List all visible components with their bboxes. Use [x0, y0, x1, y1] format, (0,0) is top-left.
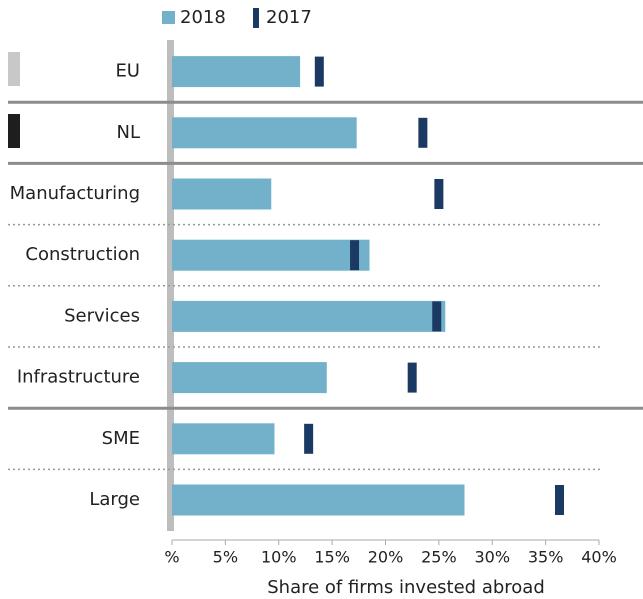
legend-label: 2018: [180, 7, 226, 28]
x-tick-label: 20%: [368, 548, 404, 567]
legend-label: 2017: [266, 7, 312, 28]
legend-swatch: [253, 8, 259, 28]
category-label: Manufacturing: [10, 183, 140, 204]
marker: [350, 240, 360, 271]
bar: [172, 178, 272, 210]
x-tick-label: 40%: [581, 548, 617, 567]
bar: [172, 117, 357, 149]
zero-axis: [167, 40, 174, 531]
marker: [304, 423, 314, 454]
x-tick-label: 15%: [314, 548, 350, 567]
x-tick-label: 5%: [213, 548, 238, 567]
marker: [555, 485, 565, 515]
nl-icon: [8, 114, 20, 148]
eu-icon: [8, 52, 20, 86]
x-axis-label: Share of firms invested abroad: [267, 577, 545, 598]
bar: [172, 362, 327, 394]
marker: [314, 56, 324, 87]
category-label: Services: [64, 305, 140, 326]
x-tick-label: %: [164, 548, 179, 567]
bar: [172, 423, 275, 455]
category-label: Construction: [25, 244, 140, 265]
legend-swatch: [162, 11, 175, 24]
bar: [172, 300, 446, 332]
category-label: Large: [89, 489, 140, 510]
category-label: EU: [115, 61, 140, 82]
marker: [434, 179, 444, 209]
x-tick-label: 10%: [261, 548, 297, 567]
category-label: NL: [117, 122, 141, 143]
bar: [172, 56, 301, 88]
marker: [432, 301, 442, 332]
x-tick-label: 35%: [528, 548, 564, 567]
marker: [418, 117, 428, 148]
bar: [172, 239, 370, 271]
x-tick-label: 25%: [421, 548, 457, 567]
category-label: Infrastructure: [17, 367, 140, 388]
x-tick-label: 30%: [474, 548, 510, 567]
bar: [172, 484, 465, 516]
marker: [407, 362, 417, 393]
category-label: SME: [102, 428, 140, 449]
